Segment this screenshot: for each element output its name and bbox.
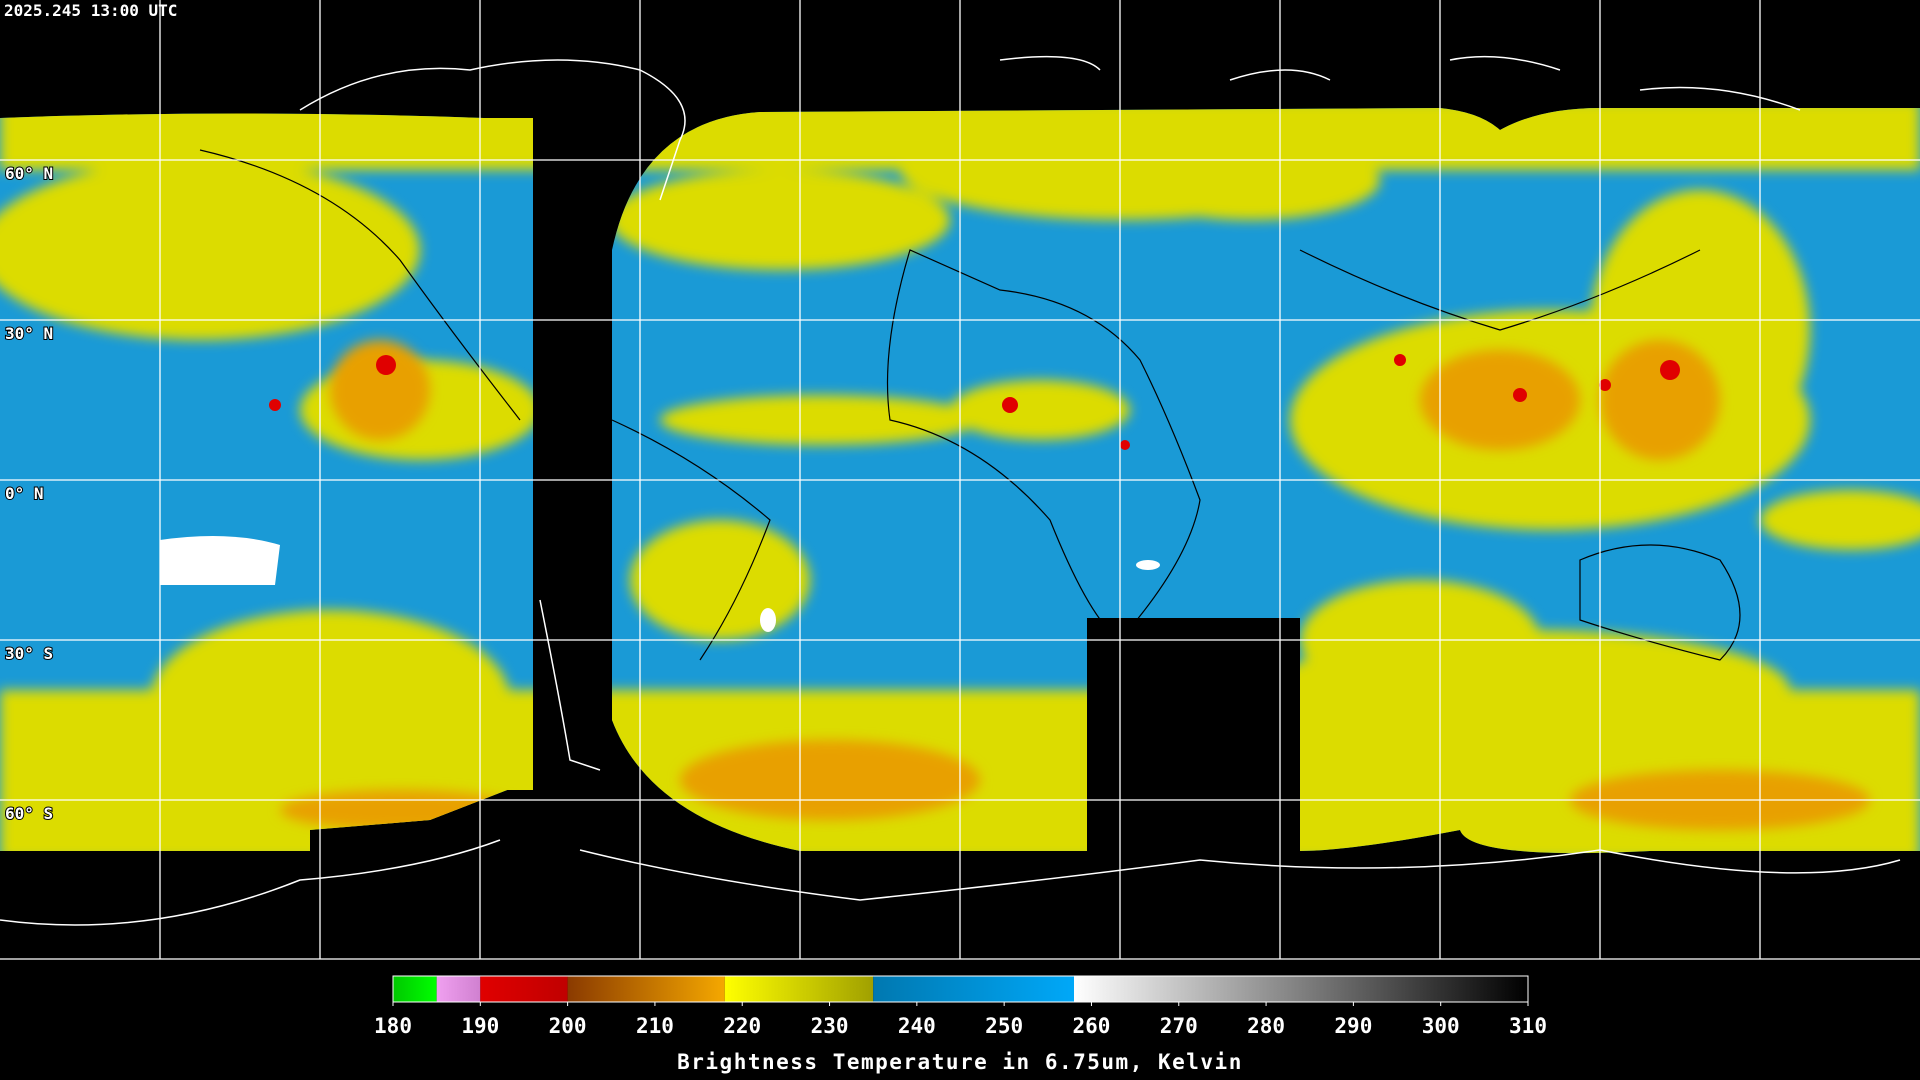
colorbar-tick-label: 280 [1247, 1014, 1285, 1038]
colorbar-tick-label: 190 [461, 1014, 499, 1038]
colorbar-tick-label: 220 [723, 1014, 761, 1038]
colorbar-segment [567, 976, 725, 1002]
coastlines [0, 55, 1901, 926]
colorbar-tick-label: 200 [549, 1014, 587, 1038]
colorbar-tick-label: 250 [985, 1014, 1023, 1038]
colorbar-tick-label: 180 [374, 1014, 412, 1038]
colorbar-segment [724, 976, 874, 1002]
colorbar-tick-label: 210 [636, 1014, 674, 1038]
colorbar-tick-label: 310 [1509, 1014, 1547, 1038]
latitude-labels: 60° N 30° N 0° N 30° S 60° S [4, 163, 54, 824]
colorbar-segment [873, 976, 1074, 1002]
timestamp: 2025.245 13:00 UTC [4, 1, 177, 20]
colorbar-segment [393, 976, 437, 1002]
latitude-label: 30° S [5, 644, 53, 663]
colorbar-frame [392, 975, 1529, 1003]
colorbar: 180 190 200 210 220 230 240 250 260 270 280 290 300 3… [374, 975, 1547, 1038]
colorbar-segment [436, 976, 481, 1002]
colorbar-tick-label: 230 [811, 1014, 849, 1038]
latitude-label: 0° N [5, 484, 44, 503]
colorbar-segment [480, 976, 568, 1002]
colorbar-tick-label: 290 [1334, 1014, 1372, 1038]
colorbar-title: Brightness Temperature in 6.75um, Kelvin [677, 1050, 1243, 1074]
colorbar-segment [1074, 976, 1528, 1002]
warm-regions [160, 536, 1160, 632]
graticule [0, 0, 1920, 960]
colorbar-tick-label: 260 [1072, 1014, 1110, 1038]
deep-convection [269, 354, 1680, 450]
latitude-label: 30° N [5, 324, 53, 343]
colorbar-tick-label: 240 [898, 1014, 936, 1038]
latitude-label: 60° N [5, 164, 53, 183]
colorbar-tick-label: 300 [1422, 1014, 1460, 1038]
latitude-label: 60° S [5, 804, 53, 823]
data-gap [1087, 618, 1300, 851]
colorbar-tick-label: 270 [1160, 1014, 1198, 1038]
